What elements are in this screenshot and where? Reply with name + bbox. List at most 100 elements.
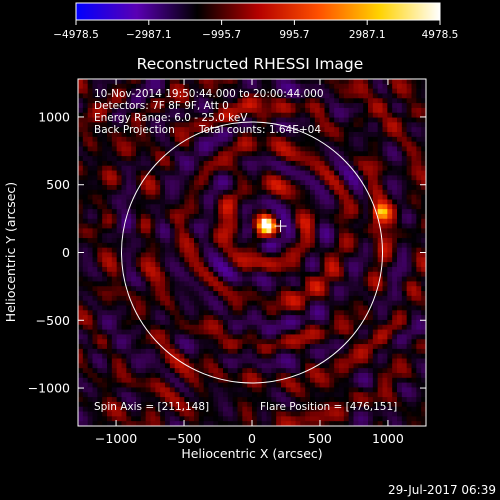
heatmap-cell [290, 127, 297, 133]
heatmap-cell [295, 324, 301, 331]
heatmap-cell [256, 348, 263, 355]
heatmap-cell [271, 252, 277, 258]
heatmap-cell [102, 141, 108, 148]
heatmap-cell [314, 117, 321, 123]
heatmap-cell [116, 406, 123, 413]
heatmap-cell [290, 276, 297, 283]
heatmap-cell [198, 368, 205, 374]
heatmap-cell [155, 127, 161, 133]
heatmap-cell [252, 83, 258, 90]
heatmap-cell [247, 146, 253, 152]
heatmap-cell [324, 315, 330, 321]
heatmap-cell [92, 387, 98, 393]
heatmap-cell [290, 397, 297, 403]
heatmap-cell [421, 353, 426, 360]
heatmap-cell [198, 194, 205, 201]
heatmap-cell [300, 233, 306, 239]
heatmap-cell [223, 194, 229, 201]
heatmap-cell [111, 266, 118, 273]
heatmap-cell [218, 368, 224, 374]
heatmap-cell [266, 175, 272, 181]
heatmap-cell [131, 242, 137, 249]
heatmap-cell [150, 329, 156, 336]
heatmap-cell [242, 103, 248, 109]
heatmap-cell [189, 295, 195, 302]
heatmap-cell [136, 170, 142, 176]
heatmap-cell [406, 281, 413, 287]
heatmap-cell [97, 344, 103, 350]
heatmap-cell [78, 276, 84, 283]
heatmap-cell [305, 372, 311, 379]
heatmap-cell [242, 136, 248, 143]
heatmap-cell [155, 185, 161, 191]
heatmap-cell [92, 315, 98, 321]
heatmap-cell [179, 281, 185, 287]
heatmap-cell [198, 79, 205, 85]
heatmap-cell [227, 329, 234, 336]
heatmap-cell [213, 353, 219, 360]
heatmap-cell [382, 79, 388, 85]
heatmap-cell [310, 401, 316, 408]
heatmap-cell [227, 160, 234, 167]
heatmap-cell [397, 189, 403, 196]
heatmap-cell [213, 180, 219, 186]
heatmap-cell [97, 291, 103, 297]
heatmap-cell [213, 329, 219, 336]
heatmap-cell [150, 392, 156, 398]
heatmap-cell [300, 122, 306, 128]
heatmap-cell [131, 392, 137, 398]
heatmap-cell [145, 218, 152, 225]
heatmap-cell [406, 151, 413, 157]
heatmap-cell [387, 334, 393, 340]
heatmap-cell [368, 127, 374, 133]
heatmap-cell [397, 209, 403, 215]
heatmap-cell [184, 233, 190, 239]
heatmap-cell [368, 112, 374, 119]
heatmap-cell [387, 401, 393, 408]
heatmap-cell [261, 117, 268, 123]
heatmap-cell [339, 79, 345, 85]
heatmap-cell [213, 141, 219, 148]
heatmap-cell [194, 185, 200, 191]
heatmap-cell [184, 218, 190, 225]
heatmap-cell [295, 358, 301, 364]
heatmap-cell [377, 83, 384, 90]
heatmap-cell [131, 151, 137, 157]
heatmap-cell [339, 180, 345, 186]
heatmap-cell [223, 382, 229, 389]
heatmap-cell [281, 127, 287, 133]
heatmap-cell [160, 209, 166, 215]
heatmap-cell [198, 300, 205, 307]
heatmap-cell [416, 156, 422, 162]
heatmap-cell [208, 382, 214, 389]
heatmap-cell [319, 117, 326, 123]
heatmap-cell [107, 83, 113, 90]
heatmap-cell [310, 262, 316, 268]
heatmap-cell [252, 112, 258, 119]
heatmap-cell [232, 392, 239, 398]
heatmap-cell [305, 185, 311, 191]
heatmap-cell [232, 175, 239, 181]
heatmap-cell [295, 252, 301, 258]
heatmap-cell [179, 194, 185, 201]
heatmap-cell [150, 368, 156, 374]
heatmap-cell [150, 213, 156, 220]
heatmap-cell [140, 271, 147, 278]
heatmap-cell [314, 247, 321, 254]
heatmap-cell [102, 315, 108, 321]
heatmap-cell [276, 271, 282, 278]
heatmap-cell [401, 103, 408, 109]
heatmap-cell [363, 372, 369, 379]
heatmap-cell [218, 401, 224, 408]
heatmap-cell [198, 117, 205, 123]
heatmap-cell [111, 281, 118, 287]
heatmap-cell [382, 406, 388, 413]
heatmap-cell [111, 257, 118, 263]
heatmap-cell [310, 127, 316, 133]
heatmap-cell [232, 401, 239, 408]
heatmap-cell [353, 93, 359, 99]
heatmap-cell [179, 286, 185, 292]
heatmap-cell [256, 286, 263, 292]
heatmap-cell [406, 315, 413, 321]
heatmap-cell [126, 122, 132, 128]
